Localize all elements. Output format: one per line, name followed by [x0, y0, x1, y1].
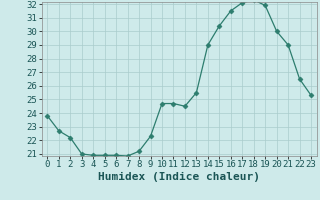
X-axis label: Humidex (Indice chaleur): Humidex (Indice chaleur) — [98, 172, 260, 182]
